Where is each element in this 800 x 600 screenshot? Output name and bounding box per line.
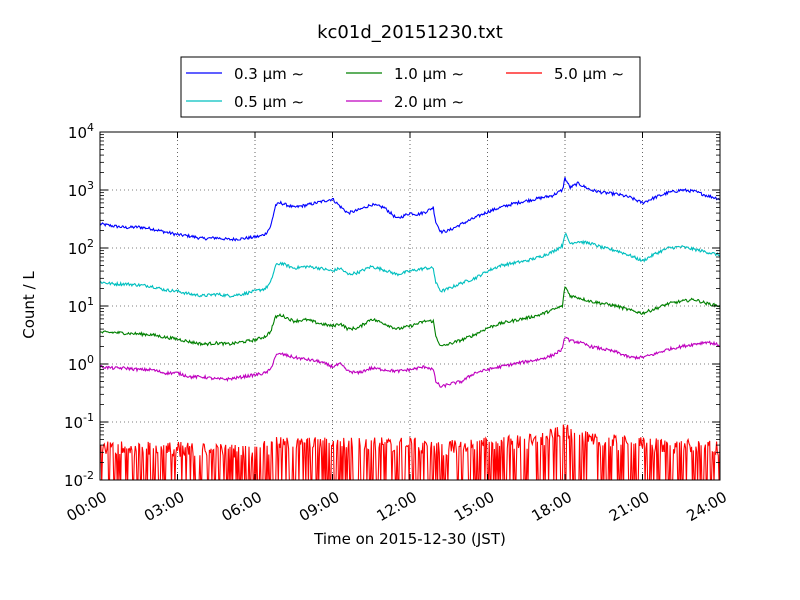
series-line-3 xyxy=(100,336,720,389)
y-tick-label: 102 xyxy=(68,237,94,258)
series-line-1 xyxy=(100,232,720,298)
y-tick-label: 103 xyxy=(68,179,94,200)
series-line-4 xyxy=(100,424,720,480)
series-line-2 xyxy=(100,286,720,347)
y-tick-label: 101 xyxy=(68,295,94,316)
plot-lines xyxy=(100,177,720,480)
y-tick-label: 104 xyxy=(68,121,94,142)
legend-label-3: 2.0 μm ∼ xyxy=(394,93,464,111)
legend-box xyxy=(180,56,641,118)
y-tick-label: 10-1 xyxy=(64,411,94,432)
chart-title: kc01d_20151230.txt xyxy=(317,22,503,43)
legend: 0.3 μm ∼ 0.5 μm ∼ 1.0 μm ∼ 2.0 μm ∼ 5.0 μm ∼ xyxy=(180,56,641,118)
x-axis-label: Time on 2015-12-30 (JST) xyxy=(313,530,506,548)
series-line-0 xyxy=(100,177,720,242)
legend-label-1: 0.5 μm ∼ xyxy=(234,93,304,111)
legend-label-2: 1.0 μm ∼ xyxy=(394,65,464,83)
y-tick-label: 10-2 xyxy=(64,469,94,490)
legend-label-0: 0.3 μm ∼ xyxy=(234,65,304,83)
y-axis-label: Count / L xyxy=(20,271,38,339)
y-tick-label: 100 xyxy=(68,353,94,374)
legend-label-4: 5.0 μm ∼ xyxy=(554,65,624,83)
